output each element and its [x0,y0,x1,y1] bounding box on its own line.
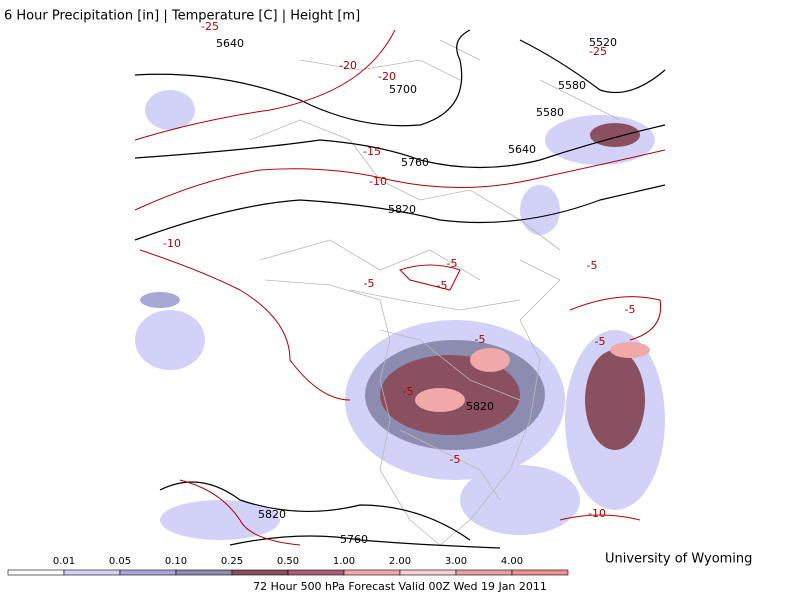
height-label: 5820 [466,400,494,413]
height-label: 5580 [536,106,564,119]
temperature-contours [134,29,666,546]
temperature-label: -5 [450,453,461,466]
legend-label: 0.05 [109,556,131,567]
legend-swatch [119,569,177,576]
title: 6 Hour Precipitation [in] | Temperature … [4,9,360,24]
height-label: 5640 [216,37,244,50]
legend-swatch [287,569,345,576]
temperature-label: -10 [588,507,606,520]
legend-label: 0.01 [53,556,75,567]
legend-swatch [7,569,65,576]
temperature-label: -5 [587,259,598,272]
temperature-label: -20 [378,70,396,83]
legend-swatch [63,569,121,576]
legend-swatch [175,569,233,576]
color-legend: 0.01 0.05 0.10 0.25 0.50 1.00 2.00 3.00 4.00 [7,556,569,576]
legend-label: 4.00 [501,556,523,567]
legend-swatch [343,569,401,576]
legend-label: 0.25 [221,556,243,567]
height-label: 5580 [558,79,586,92]
height-label: 5700 [389,83,417,96]
map [134,28,666,549]
temperature-label: -10 [369,175,387,188]
temperature-label: -5 [364,277,375,290]
legend-swatch [399,569,457,576]
height-label: 5760 [401,156,429,169]
legend-swatch [231,569,289,576]
borders [249,39,621,546]
temperature-label: -25 [589,45,607,58]
temperature-label: -25 [201,20,219,33]
legend-label: 1.00 [333,556,355,567]
temperature-label: -5 [475,333,486,346]
credit: University of Wyoming [605,552,752,567]
temperature-label: -5 [403,385,414,398]
forecast-caption: 72 Hour 500 hPa Forecast Valid 00Z Wed 1… [253,580,547,593]
height-contours [134,29,666,549]
legend-label: 0.50 [277,556,299,567]
height-label: 5520 [589,36,617,49]
temperature-label: -5 [437,279,448,292]
temperature-label: -5 [595,335,606,348]
height-label: 5640 [508,143,536,156]
legend-swatch [455,569,513,576]
height-label: 5820 [388,203,416,216]
legend-label: 2.00 [389,556,411,567]
height-label: 5820 [258,508,286,521]
temperature-label: -15 [363,145,381,158]
temperature-label: -20 [339,59,357,72]
height-label: 5760 [340,533,368,546]
legend-label: 0.10 [165,556,187,567]
temperature-label: -10 [163,237,181,250]
temperature-label: -5 [625,303,636,316]
temperature-label: -5 [447,257,458,270]
legend-swatch [511,569,569,576]
legend-label: 3.00 [445,556,467,567]
